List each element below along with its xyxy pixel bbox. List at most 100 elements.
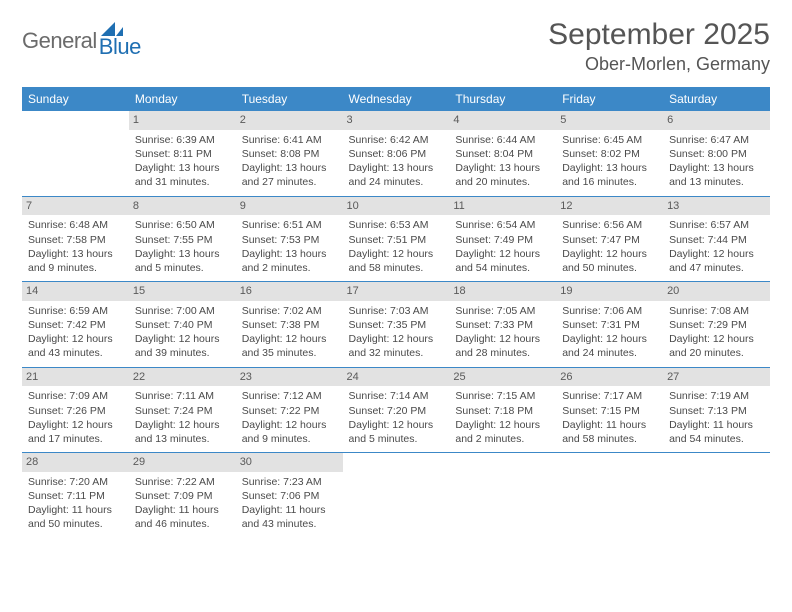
day-header-row: Sunday Monday Tuesday Wednesday Thursday…	[22, 87, 770, 111]
calendar-cell: 26Sunrise: 7:17 AMSunset: 7:15 PMDayligh…	[556, 367, 663, 453]
calendar-week-row: 7Sunrise: 6:48 AMSunset: 7:58 PMDaylight…	[22, 196, 770, 282]
sunset-text: Sunset: 7:58 PM	[28, 233, 123, 247]
day-number: 13	[663, 197, 770, 216]
sunrise-text: Sunrise: 6:50 AM	[135, 218, 230, 232]
sunset-text: Sunset: 7:40 PM	[135, 318, 230, 332]
day-number: 3	[343, 111, 450, 130]
day-number: 27	[663, 368, 770, 387]
sunset-text: Sunset: 7:31 PM	[562, 318, 657, 332]
day-number: 6	[663, 111, 770, 130]
daylight-text: and 5 minutes.	[349, 432, 444, 446]
day-number: 14	[22, 282, 129, 301]
day-header: Saturday	[663, 87, 770, 111]
calendar-cell: 24Sunrise: 7:14 AMSunset: 7:20 PMDayligh…	[343, 367, 450, 453]
sunset-text: Sunset: 7:47 PM	[562, 233, 657, 247]
calendar-cell: 14Sunrise: 6:59 AMSunset: 7:42 PMDayligh…	[22, 282, 129, 368]
sunset-text: Sunset: 8:08 PM	[242, 147, 337, 161]
daylight-text: Daylight: 12 hours	[242, 332, 337, 346]
daylight-text: and 13 minutes.	[669, 175, 764, 189]
daylight-text: and 50 minutes.	[28, 517, 123, 531]
calendar-cell: 12Sunrise: 6:56 AMSunset: 7:47 PMDayligh…	[556, 196, 663, 282]
calendar-cell: 15Sunrise: 7:00 AMSunset: 7:40 PMDayligh…	[129, 282, 236, 368]
day-number: 8	[129, 197, 236, 216]
sunset-text: Sunset: 8:02 PM	[562, 147, 657, 161]
calendar-week-row: 21Sunrise: 7:09 AMSunset: 7:26 PMDayligh…	[22, 367, 770, 453]
calendar-cell: 27Sunrise: 7:19 AMSunset: 7:13 PMDayligh…	[663, 367, 770, 453]
header: General Blue September 2025 Ober-Morlen,…	[22, 18, 770, 75]
location-label: Ober-Morlen, Germany	[548, 54, 770, 75]
day-number: 23	[236, 368, 343, 387]
daylight-text: and 28 minutes.	[455, 346, 550, 360]
calendar-cell: 8Sunrise: 6:50 AMSunset: 7:55 PMDaylight…	[129, 196, 236, 282]
sunset-text: Sunset: 7:24 PM	[135, 404, 230, 418]
sunset-text: Sunset: 8:00 PM	[669, 147, 764, 161]
calendar-cell: 29Sunrise: 7:22 AMSunset: 7:09 PMDayligh…	[129, 453, 236, 538]
daylight-text: Daylight: 12 hours	[455, 332, 550, 346]
sunset-text: Sunset: 8:04 PM	[455, 147, 550, 161]
day-number: 12	[556, 197, 663, 216]
sunrise-text: Sunrise: 6:42 AM	[349, 133, 444, 147]
daylight-text: and 58 minutes.	[562, 432, 657, 446]
sunrise-text: Sunrise: 7:03 AM	[349, 304, 444, 318]
daylight-text: Daylight: 11 hours	[135, 503, 230, 517]
daylight-text: Daylight: 12 hours	[349, 332, 444, 346]
daylight-text: Daylight: 13 hours	[135, 161, 230, 175]
day-number: 21	[22, 368, 129, 387]
daylight-text: and 16 minutes.	[562, 175, 657, 189]
sunrise-text: Sunrise: 7:23 AM	[242, 475, 337, 489]
daylight-text: Daylight: 11 hours	[242, 503, 337, 517]
daylight-text: Daylight: 13 hours	[242, 247, 337, 261]
daylight-text: Daylight: 12 hours	[562, 332, 657, 346]
sunrise-text: Sunrise: 7:17 AM	[562, 389, 657, 403]
daylight-text: Daylight: 12 hours	[135, 418, 230, 432]
sunset-text: Sunset: 8:11 PM	[135, 147, 230, 161]
daylight-text: and 43 minutes.	[28, 346, 123, 360]
daylight-text: Daylight: 12 hours	[455, 418, 550, 432]
sunrise-text: Sunrise: 6:45 AM	[562, 133, 657, 147]
calendar-cell: 2Sunrise: 6:41 AMSunset: 8:08 PMDaylight…	[236, 111, 343, 196]
sunset-text: Sunset: 7:38 PM	[242, 318, 337, 332]
day-number: 25	[449, 368, 556, 387]
sunrise-text: Sunrise: 7:19 AM	[669, 389, 764, 403]
calendar-week-row: 14Sunrise: 6:59 AMSunset: 7:42 PMDayligh…	[22, 282, 770, 368]
calendar-cell: 23Sunrise: 7:12 AMSunset: 7:22 PMDayligh…	[236, 367, 343, 453]
daylight-text: and 9 minutes.	[242, 432, 337, 446]
day-number: 5	[556, 111, 663, 130]
day-number: 11	[449, 197, 556, 216]
daylight-text: and 32 minutes.	[349, 346, 444, 360]
day-header: Thursday	[449, 87, 556, 111]
sunset-text: Sunset: 7:06 PM	[242, 489, 337, 503]
daylight-text: Daylight: 13 hours	[242, 161, 337, 175]
sunset-text: Sunset: 7:29 PM	[669, 318, 764, 332]
daylight-text: Daylight: 11 hours	[669, 418, 764, 432]
calendar-week-row: 28Sunrise: 7:20 AMSunset: 7:11 PMDayligh…	[22, 453, 770, 538]
day-number: 24	[343, 368, 450, 387]
daylight-text: Daylight: 12 hours	[349, 247, 444, 261]
sunrise-text: Sunrise: 7:11 AM	[135, 389, 230, 403]
daylight-text: Daylight: 12 hours	[135, 332, 230, 346]
day-number: 2	[236, 111, 343, 130]
daylight-text: and 47 minutes.	[669, 261, 764, 275]
sunset-text: Sunset: 7:35 PM	[349, 318, 444, 332]
calendar-cell	[343, 453, 450, 538]
sunrise-text: Sunrise: 6:57 AM	[669, 218, 764, 232]
day-number: 30	[236, 453, 343, 472]
daylight-text: and 5 minutes.	[135, 261, 230, 275]
daylight-text: Daylight: 13 hours	[349, 161, 444, 175]
calendar-cell	[22, 111, 129, 196]
day-number: 10	[343, 197, 450, 216]
calendar-cell: 7Sunrise: 6:48 AMSunset: 7:58 PMDaylight…	[22, 196, 129, 282]
daylight-text: Daylight: 12 hours	[28, 418, 123, 432]
calendar-cell	[663, 453, 770, 538]
sunrise-text: Sunrise: 7:14 AM	[349, 389, 444, 403]
calendar-cell: 21Sunrise: 7:09 AMSunset: 7:26 PMDayligh…	[22, 367, 129, 453]
day-header: Sunday	[22, 87, 129, 111]
sunset-text: Sunset: 7:33 PM	[455, 318, 550, 332]
daylight-text: Daylight: 13 hours	[455, 161, 550, 175]
calendar-cell: 6Sunrise: 6:47 AMSunset: 8:00 PMDaylight…	[663, 111, 770, 196]
daylight-text: and 20 minutes.	[455, 175, 550, 189]
daylight-text: Daylight: 12 hours	[349, 418, 444, 432]
month-title: September 2025	[548, 18, 770, 52]
day-number: 1	[129, 111, 236, 130]
daylight-text: Daylight: 11 hours	[562, 418, 657, 432]
